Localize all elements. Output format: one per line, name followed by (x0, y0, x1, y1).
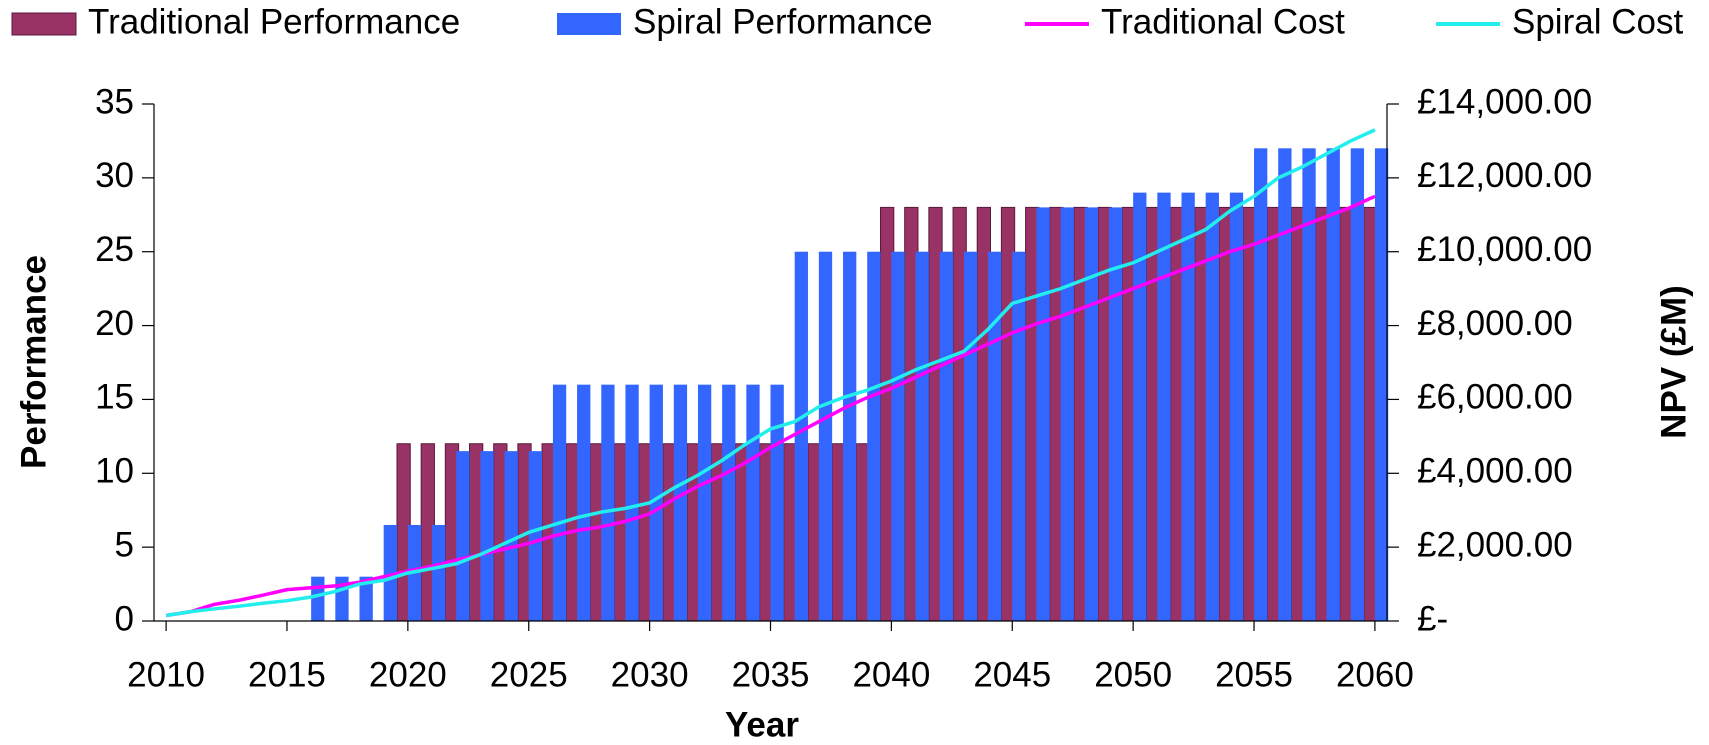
legend-label: Spiral Cost (1512, 2, 1683, 41)
bar (915, 251, 929, 621)
bar (794, 251, 808, 621)
x-tick-label: 2025 (490, 655, 568, 694)
x-tick-label: 2060 (1336, 655, 1414, 694)
bar (1205, 192, 1219, 621)
bar (456, 451, 470, 621)
bar (891, 251, 905, 621)
legend-label: Spiral Performance (633, 2, 933, 41)
bar (746, 384, 760, 621)
y2-tick-label: £4,000.00 (1417, 452, 1573, 491)
bar (1326, 148, 1340, 622)
bar (1374, 148, 1389, 622)
y2-tick-label: £14,000.00 (1417, 82, 1592, 121)
y-tick-label: 20 (95, 304, 134, 343)
bar (722, 384, 736, 621)
legend-label: Traditional Performance (88, 2, 460, 41)
y2-tick-label: £2,000.00 (1417, 525, 1573, 564)
y2-tick-label: £6,000.00 (1417, 378, 1573, 417)
x-tick-label: 2050 (1094, 655, 1172, 694)
bar (504, 451, 518, 621)
bar (1060, 207, 1074, 621)
bar (1278, 148, 1292, 622)
bar (1350, 148, 1365, 622)
bar (1036, 207, 1050, 621)
bar (432, 524, 446, 621)
bar (988, 251, 1002, 621)
line-series (165, 194, 1376, 618)
bar (770, 384, 784, 621)
bar (843, 251, 857, 621)
y-axis-title: Performance (14, 255, 53, 469)
bar (311, 576, 325, 621)
bar (1012, 251, 1026, 621)
bar (359, 576, 373, 621)
legend-swatch (11, 12, 77, 36)
bar (601, 384, 615, 621)
y2-tick-label: £- (1417, 599, 1448, 638)
bar (1254, 148, 1268, 622)
y2-tick-label: £8,000.00 (1417, 304, 1573, 343)
bar (1181, 192, 1195, 621)
y-tick-label: 25 (95, 230, 134, 269)
bar (625, 384, 639, 621)
bar (1229, 192, 1244, 621)
x-tick-label: 2055 (1215, 655, 1293, 694)
y2-axis-title: NPV (£M) (1654, 285, 1693, 439)
x-tick-label: 2045 (973, 655, 1051, 694)
bar (552, 384, 567, 621)
y2-tick-label: £10,000.00 (1417, 230, 1592, 269)
bar (480, 451, 494, 621)
bar (963, 251, 978, 621)
bar (697, 384, 712, 621)
bar (383, 524, 397, 621)
bar (1302, 148, 1316, 622)
bar (577, 384, 591, 621)
bar (1157, 192, 1171, 621)
x-tick-label: 2040 (852, 655, 930, 694)
bar (939, 251, 954, 621)
bar (673, 384, 688, 621)
bar (528, 451, 543, 621)
x-axis-title: Year (725, 705, 799, 740)
bar (649, 384, 663, 621)
bar (1133, 192, 1147, 621)
y2-tick-label: £12,000.00 (1417, 156, 1592, 195)
y-tick-label: 0 (115, 599, 134, 638)
y-tick-label: 5 (115, 525, 134, 564)
line-series (165, 128, 1376, 618)
legend-swatch (557, 13, 621, 35)
bar (818, 251, 833, 621)
bar (1108, 207, 1123, 621)
x-tick-label: 2035 (732, 655, 810, 694)
x-tick-label: 2030 (611, 655, 689, 694)
x-tick-label: 2020 (369, 655, 447, 694)
bar (867, 251, 881, 621)
x-tick-label: 2010 (127, 655, 205, 694)
legend-label: Traditional Cost (1101, 2, 1345, 41)
y-tick-label: 30 (95, 156, 134, 195)
bar (1084, 207, 1099, 621)
y-tick-label: 35 (95, 82, 134, 121)
y-tick-label: 10 (95, 452, 134, 491)
x-tick-label: 2015 (248, 655, 326, 694)
y-tick-label: 15 (95, 378, 134, 417)
